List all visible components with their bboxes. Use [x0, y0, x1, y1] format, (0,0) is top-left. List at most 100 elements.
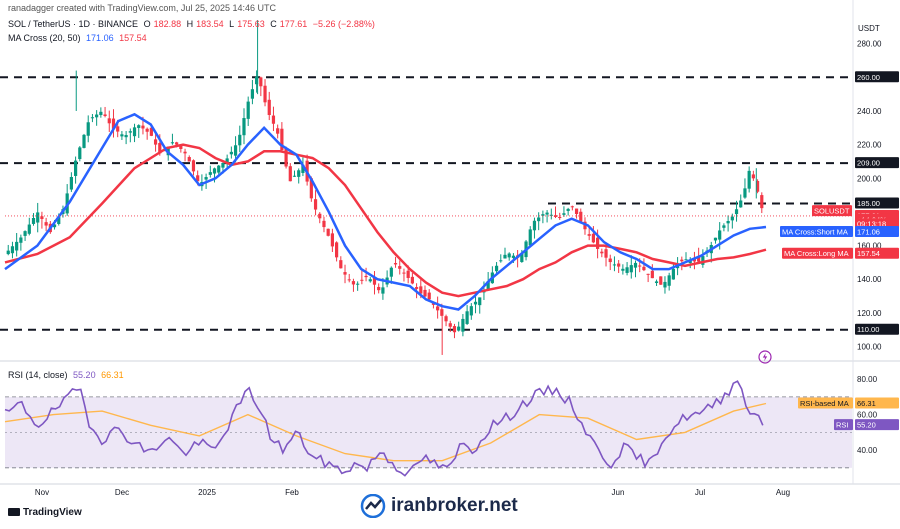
lightning-icon[interactable] [758, 350, 772, 369]
candle-body [440, 309, 444, 316]
candle-body [259, 77, 263, 87]
ohlc-h-value: 183.54 [196, 19, 224, 29]
candle-body [503, 254, 507, 259]
ohlc-l-label: L [229, 19, 235, 29]
tradingview-logo-icon [8, 508, 20, 517]
candle-body [351, 281, 356, 285]
candle-body [153, 139, 158, 145]
rsi-badge: RSI [836, 421, 849, 430]
candle-body [267, 99, 271, 115]
candle-body [398, 266, 402, 269]
candle-body [608, 258, 612, 263]
candle-body [330, 233, 334, 247]
candle-body [116, 126, 120, 132]
ma-short-value: 171.06 [86, 33, 114, 43]
candle-body [141, 125, 145, 129]
rsi-ma-value-badge-bg [855, 397, 899, 409]
candle-body [566, 208, 570, 211]
candle-body [124, 135, 128, 138]
candle-body [452, 326, 457, 333]
rsi-value-badge: 55.20 [857, 421, 876, 430]
candle-body [297, 170, 301, 177]
rsi-legend[interactable]: RSI (14, close) 55.20 66.31 [8, 370, 127, 380]
ma-cross-title: MA Cross (20, 50) [8, 33, 81, 43]
price-tick-label: 280.00 [857, 40, 882, 49]
candle-body [650, 270, 654, 279]
candle-body [204, 177, 208, 180]
candle-body [600, 251, 604, 254]
candle-body [629, 265, 633, 273]
candle-body [511, 255, 516, 258]
candle-body [558, 217, 562, 219]
candle-body [713, 237, 718, 241]
candle-body [276, 128, 280, 134]
candle-body [722, 225, 726, 228]
ohlc-change: −5.26 (−2.88%) [312, 19, 375, 29]
ma-cross-legend[interactable]: MA Cross (20, 50) 171.06 157.54 [8, 33, 150, 43]
candle-body [486, 281, 490, 290]
tradingview-logo[interactable]: TradingView [8, 507, 82, 518]
candle-body [646, 273, 650, 275]
candle-body [667, 275, 671, 286]
symbol-badge: SOLUSDT [814, 207, 850, 216]
candle-body [393, 263, 398, 265]
level-badge: 110.00 [857, 325, 879, 334]
level-badge: 185.00 [857, 199, 880, 208]
ma-long-value-badge: 157.54 [857, 249, 880, 258]
ohlc-o-label: O [143, 19, 151, 29]
candle-body [90, 117, 95, 119]
ma-short-value-badge-bg [855, 225, 899, 237]
candle-body [217, 165, 221, 173]
candle-body [15, 241, 19, 251]
candle-body [292, 175, 297, 177]
candle-body [280, 128, 284, 151]
candle-body [86, 122, 90, 136]
rsi-ma-value: 66.31 [101, 370, 124, 380]
candle-body [730, 216, 734, 221]
candle-body [40, 216, 44, 219]
candle-body [301, 164, 305, 173]
candle-body [10, 246, 15, 254]
candle-body [137, 125, 141, 128]
ohlc-o-value: 182.88 [153, 19, 182, 29]
candle-body [537, 217, 541, 222]
candle-body [183, 151, 187, 154]
watermark-icon [360, 494, 386, 518]
candle-body [145, 128, 149, 132]
created-by-text: ranadagger created with TradingView.com,… [8, 3, 276, 13]
rsi-tick-label: 40.00 [857, 446, 878, 455]
candle-body [402, 272, 406, 274]
candle-body [339, 260, 343, 269]
candle-body [212, 168, 217, 174]
rsi-tick-label: 80.00 [857, 375, 878, 384]
candle-body [743, 188, 747, 198]
candle-body [225, 158, 229, 164]
candle-body [233, 145, 238, 156]
candle-body [638, 265, 642, 267]
price-tick-label: 160.00 [857, 242, 882, 251]
time-tick-label: 2025 [198, 488, 216, 497]
candle-body [633, 262, 638, 268]
price-tick-label: 100.00 [857, 343, 882, 352]
candle-body [238, 134, 242, 146]
ohlc-l-value: 175.63 [237, 19, 265, 29]
candle-body [726, 221, 730, 224]
level-badge-bg [855, 323, 899, 335]
candle-body [663, 281, 667, 288]
candle-body [414, 287, 419, 289]
candle-body [69, 177, 73, 190]
candle-body [507, 253, 511, 258]
candle-body [128, 131, 132, 133]
candle-body [360, 279, 364, 281]
currency-label: USDT [858, 24, 880, 33]
candle-body [499, 260, 503, 262]
level-badge-bg [855, 71, 899, 83]
time-tick-label: Dec [115, 488, 129, 497]
level-badge-bg [855, 157, 899, 169]
candle-body [322, 220, 326, 228]
level-badge-bg [855, 197, 899, 209]
candle-body [760, 195, 764, 209]
candle-body [734, 209, 739, 215]
candle-body [196, 175, 200, 182]
